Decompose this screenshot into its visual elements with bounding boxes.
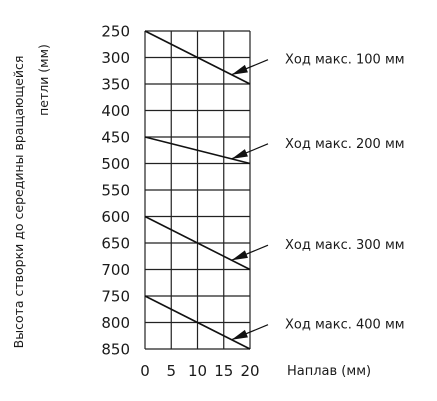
pointer-arrowhead xyxy=(231,64,248,75)
x-axis-label: Наплав (мм) xyxy=(287,364,371,379)
series-lines xyxy=(144,30,251,350)
series-line xyxy=(144,30,251,85)
y-tick-labels: 250 300 350 400 450 500 550 600 650 700 750 800 850 xyxy=(101,23,130,359)
y-tick-label: 850 xyxy=(101,341,130,359)
x-tick-label: 5 xyxy=(166,362,176,380)
x-tick-label: 15 xyxy=(214,362,233,380)
y-tick-label: 350 xyxy=(101,76,130,94)
series-label: Ход макс. 400 мм xyxy=(285,318,405,333)
y-tick-label: 250 xyxy=(101,23,130,41)
x-tick-labels: 0 5 10 15 20 xyxy=(140,362,259,380)
y-tick-label: 800 xyxy=(101,314,130,332)
y-tick-label: 450 xyxy=(101,129,130,147)
pointers xyxy=(231,59,269,341)
x-tick-label: 10 xyxy=(188,362,207,380)
y-axis-label-line2: петли (мм) xyxy=(36,44,51,116)
series-label: Ход макс. 300 мм xyxy=(285,238,405,253)
y-tick-label: 300 xyxy=(101,49,130,67)
y-axis-label: Высота створки до середины вращающейся п… xyxy=(11,44,51,348)
pointer-arrowhead xyxy=(231,149,248,159)
pointer-arrowhead xyxy=(231,250,248,261)
y-tick-label: 750 xyxy=(101,288,130,306)
y-tick-label: 400 xyxy=(101,102,130,120)
y-tick-label: 550 xyxy=(101,182,130,200)
pointer-arrowhead xyxy=(231,329,248,340)
y-tick-label: 600 xyxy=(101,208,130,226)
x-tick-label: 20 xyxy=(240,362,259,380)
y-tick-label: 650 xyxy=(101,235,130,253)
x-tick-label: 0 xyxy=(140,362,150,380)
series-label: Ход макс. 100 мм xyxy=(285,53,405,68)
series-label: Ход макс. 200 мм xyxy=(285,137,405,152)
series-line xyxy=(144,295,251,350)
y-tick-label: 700 xyxy=(101,261,130,279)
series-line xyxy=(144,215,251,271)
grid xyxy=(144,30,251,350)
series-labels: Ход макс. 100 мм Ход макс. 200 мм Ход макс… xyxy=(285,53,405,333)
y-tick-label: 500 xyxy=(101,155,130,173)
y-axis-label-line1: Высота створки до середины вращающейся xyxy=(11,56,26,349)
